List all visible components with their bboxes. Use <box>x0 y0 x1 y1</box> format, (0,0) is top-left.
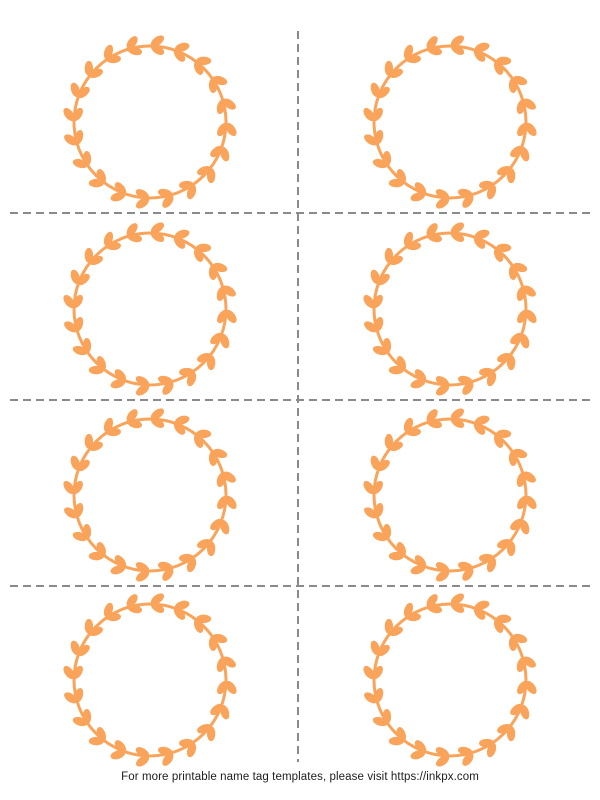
name-tag-wreath-frame-r2c2 <box>362 221 538 397</box>
cut-line-horizontal-1 <box>10 212 590 214</box>
name-tag-wreath-frame-r4c2 <box>362 592 538 768</box>
name-tag-wreath-frame-r2c1 <box>62 221 238 397</box>
name-tag-wreath-frame-r4c1 <box>62 592 238 768</box>
name-tag-wreath-frame-r1c2 <box>362 34 538 210</box>
name-tag-wreath-frame-r3c2 <box>362 407 538 583</box>
name-tag-wreath-frame-r1c1 <box>62 34 238 210</box>
cut-line-vertical <box>297 31 299 762</box>
name-tag-wreath-frame-r3c1 <box>62 407 238 583</box>
cut-line-horizontal-3 <box>10 585 590 587</box>
footer-note: For more printable name tag templates, p… <box>121 771 479 783</box>
cut-line-horizontal-2 <box>10 399 590 401</box>
